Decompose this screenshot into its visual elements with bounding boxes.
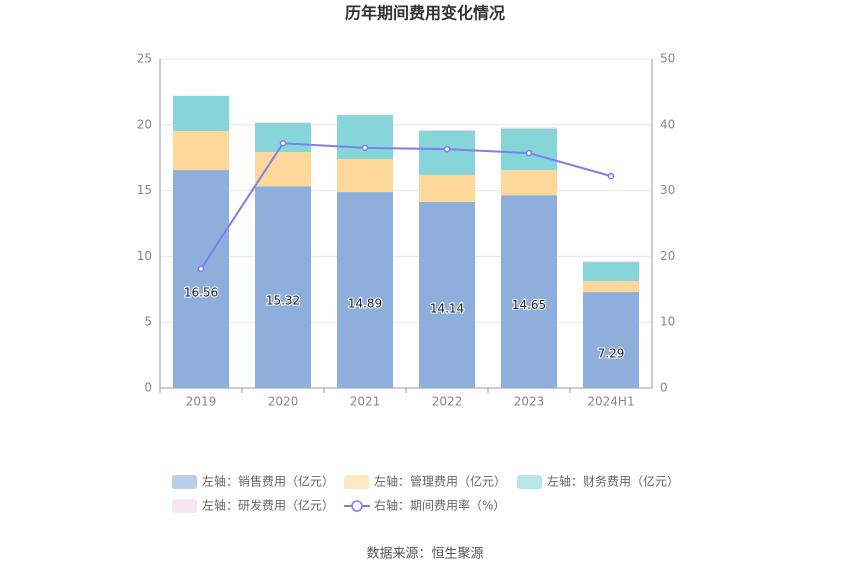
y-tick-label: 0 [144,381,152,395]
data-label: 14.89 [348,297,382,311]
data-label: 15.32 [266,294,300,308]
legend-label: 左轴：管理费用（亿元） [374,474,506,489]
bar-segment [501,129,557,170]
bar-segment [419,130,475,131]
bar-segment [419,202,475,388]
data-label: 7.29 [598,347,625,361]
bar-segment [501,170,557,195]
bar-segment [173,131,229,170]
legend-label: 左轴：销售费用（亿元） [202,474,334,489]
rate-point [527,151,532,156]
chart-title: 历年期间费用变化情况 [345,4,505,23]
x-tick-label: 2020 [268,395,299,409]
y-tick-label: 15 [137,183,152,197]
y2-tick-label: 0 [660,381,668,395]
x-tick-label: 2021 [350,395,381,409]
bar-segment [583,261,639,262]
bar-segment [419,175,475,202]
bar-segment [501,127,557,129]
y-tick-label: 25 [137,52,152,66]
source-note: 数据来源：恒生聚源 [366,547,483,562]
data-label: 14.65 [512,298,546,312]
legend-swatch [172,475,197,489]
bar-segment [337,192,393,388]
y-tick-label: 20 [137,117,152,131]
data-label: 14.14 [430,301,464,315]
legend-swatch [344,475,369,489]
x-tick-label: 2023 [514,395,545,409]
rate-point [609,174,614,179]
bar-segment [173,170,229,388]
x-tick-label: 2024H1 [587,395,634,409]
bar-segment [337,115,393,159]
bar-segment [255,123,311,152]
rate-point [445,147,450,152]
y2-tick-label: 50 [660,52,675,66]
x-tick-label: 2022 [432,395,463,409]
y-tick-label: 5 [144,315,152,329]
y2-tick-label: 10 [660,315,675,329]
bar-segment [255,122,311,123]
bar-segment [583,292,639,388]
bar-segment [419,131,475,175]
bar-segment [173,96,229,131]
rate-point [363,145,368,150]
bar-segment [583,281,639,292]
x-tick-label: 2019 [186,395,217,409]
rate-point [281,141,286,146]
data-label: 16.56 [184,286,218,300]
legend-label: 左轴：研发费用（亿元） [202,498,334,513]
rate-point [199,266,204,271]
bar-segment [255,186,311,388]
bar-segment [501,195,557,388]
legend-label: 左轴：财务费用（亿元） [547,474,679,489]
y-tick-label: 10 [137,249,152,263]
legend-swatch [172,499,197,513]
y2-tick-label: 20 [660,249,675,263]
legend-label: 右轴：期间费用率（%） [374,498,505,513]
bar-segment [337,159,393,192]
legend-swatch [352,501,362,511]
bar-segment [255,152,311,186]
y2-tick-label: 40 [660,117,675,131]
bar-segment [583,262,639,281]
y2-tick-label: 30 [660,183,675,197]
legend-swatch [517,475,542,489]
